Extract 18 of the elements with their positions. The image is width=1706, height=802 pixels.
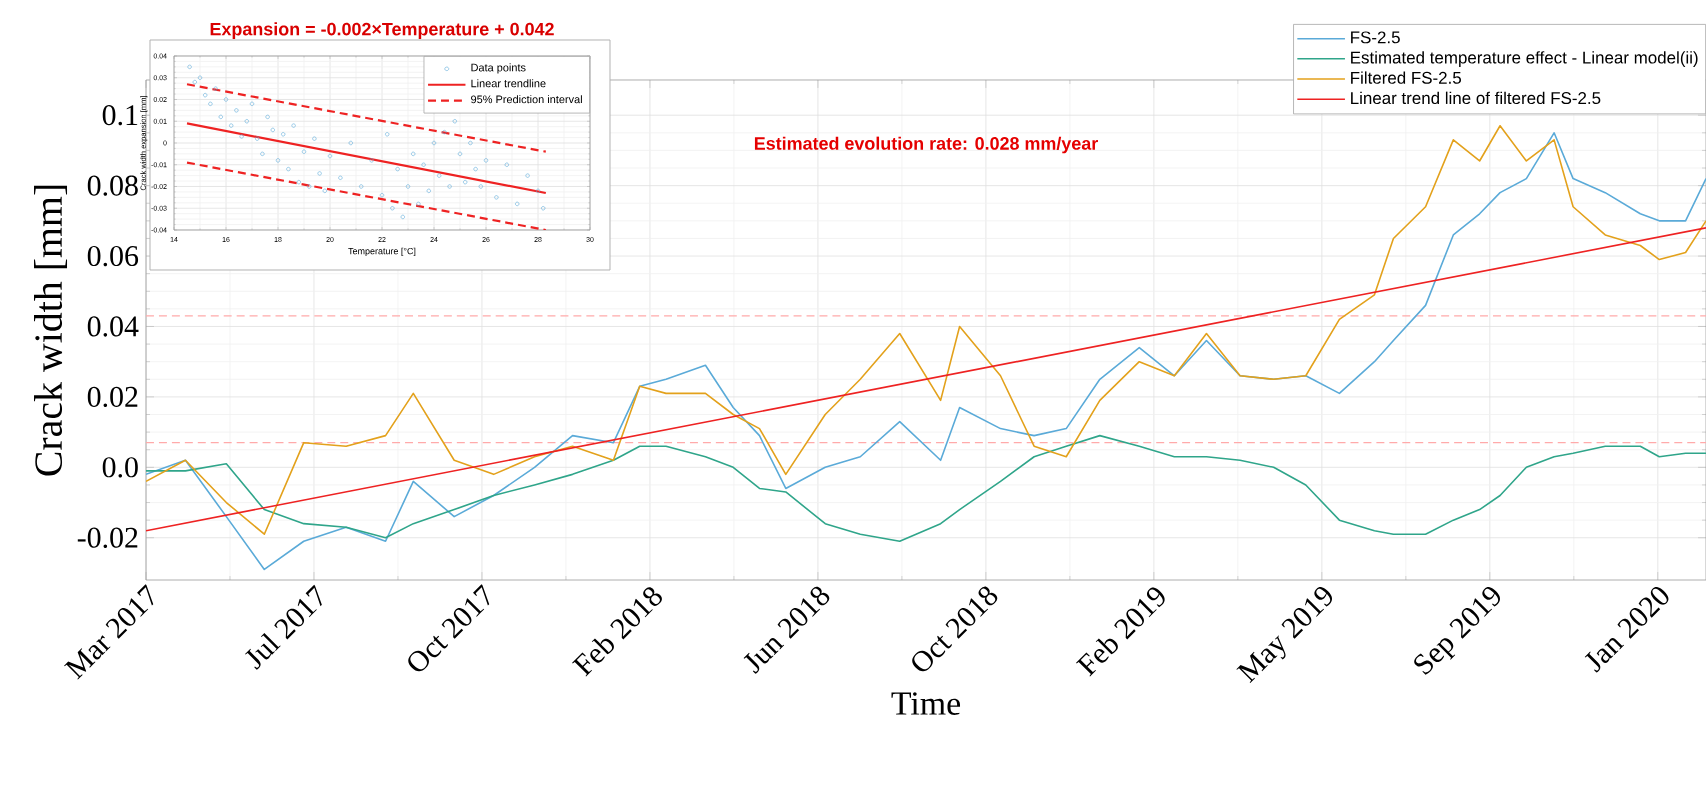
legend-label: FS-2.5 xyxy=(1351,31,1400,44)
annotation: Estimated evolution rate: 0.028 mm/year xyxy=(754,136,1098,154)
y-tick-label: 0.1 xyxy=(102,105,138,126)
point xyxy=(327,153,333,159)
y-tick-label: 0.0 xyxy=(102,457,138,478)
y-axis-title: Crack width [mm] xyxy=(34,185,68,476)
x-axis-title: Time xyxy=(891,692,961,715)
chart-title: Expansion = -0.002×Temperature + 0.042 xyxy=(210,22,554,39)
line-series xyxy=(146,434,1706,543)
legend-label: Linear trend line of filtered FS-2.5 xyxy=(1351,91,1601,105)
y-tick-label: 0.04 xyxy=(87,316,139,337)
legend-label: Estimated temperature effect - Linear model(ii) xyxy=(1351,51,1698,67)
y-tick-label: 0.02 xyxy=(87,386,138,408)
y-tick-label: 0.06 xyxy=(87,245,139,267)
y-tick-label: 0.08 xyxy=(87,175,138,196)
y-tick-label: -0.02 xyxy=(77,527,138,548)
point xyxy=(431,140,437,146)
legend-label: Filtered FS-2.5 xyxy=(1351,71,1462,84)
